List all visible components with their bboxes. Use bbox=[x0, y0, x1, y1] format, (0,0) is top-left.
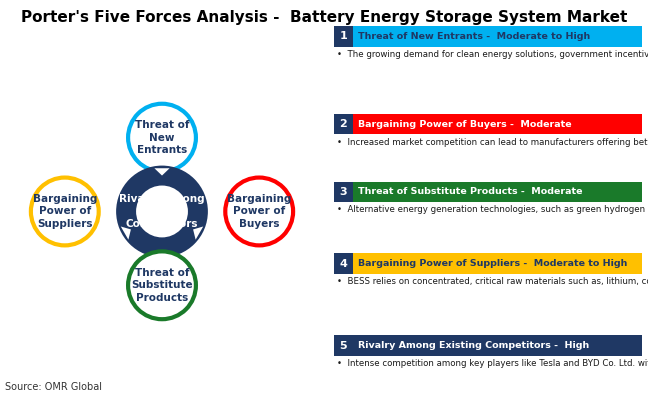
Text: Bargaining
Power of
Buyers: Bargaining Power of Buyers bbox=[227, 194, 292, 229]
Ellipse shape bbox=[128, 104, 196, 172]
Text: 4: 4 bbox=[340, 259, 347, 269]
Text: Bargaining
Power of
Suppliers: Bargaining Power of Suppliers bbox=[32, 194, 97, 229]
Text: 3: 3 bbox=[340, 187, 347, 197]
FancyBboxPatch shape bbox=[353, 253, 642, 274]
Text: Bargaining Power of Suppliers -  Moderate to High: Bargaining Power of Suppliers - Moderate… bbox=[358, 259, 627, 268]
Ellipse shape bbox=[31, 178, 98, 245]
FancyBboxPatch shape bbox=[353, 335, 642, 356]
FancyBboxPatch shape bbox=[353, 26, 642, 47]
Ellipse shape bbox=[128, 251, 196, 319]
FancyBboxPatch shape bbox=[334, 114, 353, 134]
Polygon shape bbox=[121, 227, 131, 240]
Text: •  The growing demand for clean energy solutions, government incentives, and tec: • The growing demand for clean energy so… bbox=[337, 50, 648, 59]
FancyBboxPatch shape bbox=[334, 182, 353, 202]
Ellipse shape bbox=[226, 178, 293, 245]
FancyBboxPatch shape bbox=[334, 26, 353, 47]
Text: •  Increased market competition can lead to manufacturers offering better pricin: • Increased market competition can lead … bbox=[337, 138, 648, 147]
Ellipse shape bbox=[116, 166, 208, 257]
Text: Threat of
New
Entrants: Threat of New Entrants bbox=[135, 120, 189, 155]
Text: •  Alternative energy generation technologies, such as green hydrogen and grid m: • Alternative energy generation technolo… bbox=[337, 205, 648, 215]
Text: 5: 5 bbox=[340, 340, 347, 351]
Text: Threat of Substitute Products -  Moderate: Threat of Substitute Products - Moderate bbox=[358, 188, 582, 196]
Text: 2: 2 bbox=[340, 119, 347, 129]
Text: 1: 1 bbox=[340, 31, 347, 41]
Text: •  BESS relies on concentrated, critical raw materials such as, lithium, cobalt,: • BESS relies on concentrated, critical … bbox=[337, 277, 648, 286]
Polygon shape bbox=[193, 227, 203, 240]
Text: Source: OMR Global: Source: OMR Global bbox=[5, 382, 102, 392]
FancyBboxPatch shape bbox=[334, 335, 353, 356]
Polygon shape bbox=[154, 168, 170, 176]
Text: Threat of
Substitute
Products: Threat of Substitute Products bbox=[131, 268, 193, 303]
FancyBboxPatch shape bbox=[353, 114, 642, 134]
Text: Porter's Five Forces Analysis -  Battery Energy Storage System Market: Porter's Five Forces Analysis - Battery … bbox=[21, 10, 627, 25]
FancyBboxPatch shape bbox=[353, 182, 642, 202]
Text: Rivalry Among Existing Competitors -  High: Rivalry Among Existing Competitors - Hig… bbox=[358, 341, 589, 350]
Ellipse shape bbox=[136, 186, 188, 237]
Text: •  Intense competition among key players like Tesla and BYD Co. Ltd. with focus : • Intense competition among key players … bbox=[337, 359, 648, 368]
Text: Rivalry Among
Existing
Competitors: Rivalry Among Existing Competitors bbox=[119, 194, 205, 229]
Text: Bargaining Power of Buyers -  Moderate: Bargaining Power of Buyers - Moderate bbox=[358, 120, 572, 128]
Text: Threat of New Entrants -  Moderate to High: Threat of New Entrants - Moderate to Hig… bbox=[358, 32, 590, 41]
FancyBboxPatch shape bbox=[334, 253, 353, 274]
